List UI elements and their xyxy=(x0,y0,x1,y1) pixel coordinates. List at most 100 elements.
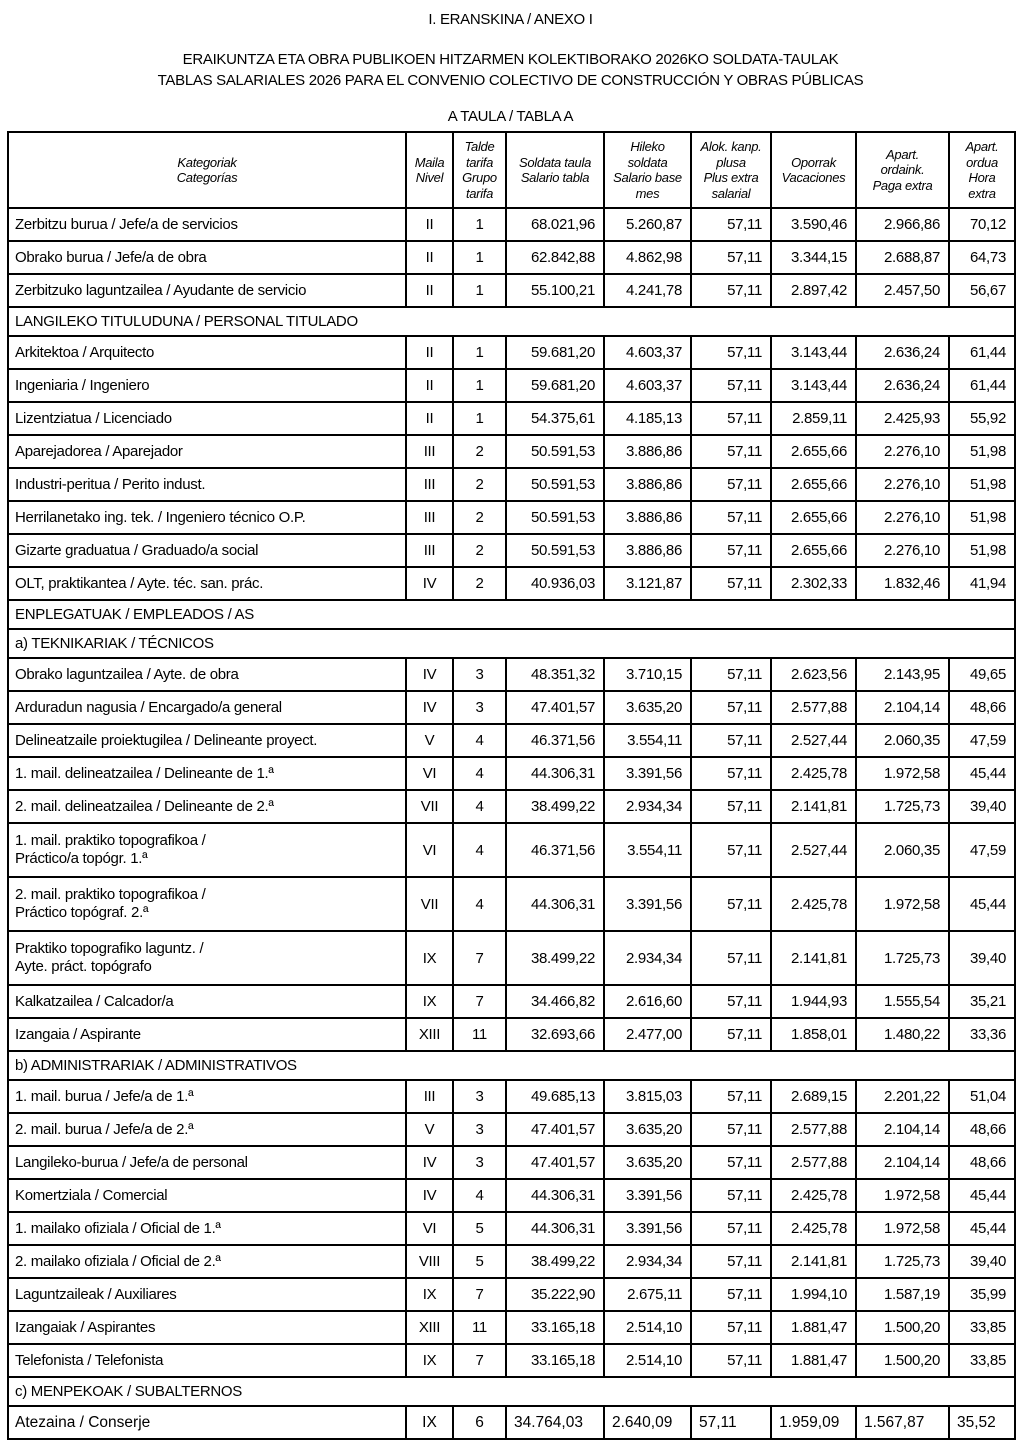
table-caption: A TAULA / TABLA A xyxy=(447,108,574,125)
cell-apart-ordua: 39,40 xyxy=(948,1244,1016,1279)
data-row: Arkitektoa / Arquitecto II 1 59.681,20 4.603… xyxy=(7,335,1016,370)
cell-talde-tarifa: 7 xyxy=(452,930,507,986)
cell-hileko-soldata: 4.603,37 xyxy=(603,335,692,370)
cell-apart-ordaink: 1.500,20 xyxy=(855,1310,950,1345)
cell-hileko-soldata: 3.554,11 xyxy=(603,822,692,878)
cell-soldata-taula: 50.591,53 xyxy=(505,434,605,469)
cell-maila: III xyxy=(405,500,454,535)
cell-apart-ordua: 48,66 xyxy=(948,1112,1016,1147)
cell-soldata-taula: 40.936,03 xyxy=(505,566,605,601)
cell-apart-ordaink: 1.972,58 xyxy=(855,1178,950,1213)
cell-soldata-taula: 33.165,18 xyxy=(505,1310,605,1345)
header-cell-apart-ordua: Apart. ordua Hora extra xyxy=(948,131,1016,209)
cell-oporrak: 1.959,09 xyxy=(770,1405,857,1440)
cell-alok-kanp-plusa: 57,11 xyxy=(690,401,772,436)
cell-soldata-taula: 49.685,13 xyxy=(505,1079,605,1114)
cell-oporrak: 2.425,78 xyxy=(770,756,857,791)
cell-hileko-soldata: 3.121,87 xyxy=(603,566,692,601)
cell-maila: IV xyxy=(405,657,454,692)
cell-alok-kanp-plusa: 57,11 xyxy=(690,566,772,601)
cell-oporrak: 2.897,42 xyxy=(770,273,857,308)
data-row: Izangaiak / Aspirantes XIII 11 33.165,18 2.5… xyxy=(7,1310,1016,1345)
cell-apart-ordua: 45,44 xyxy=(948,1178,1016,1213)
data-row: 1. mail. burua / Jefe/a de 1.ª III 3 49.685… xyxy=(7,1079,1016,1114)
cell-soldata-taula: 48.351,32 xyxy=(505,657,605,692)
cell-talde-tarifa: 1 xyxy=(452,401,507,436)
cell-maila: VII xyxy=(405,876,454,932)
cell-apart-ordaink: 1.587,19 xyxy=(855,1277,950,1312)
header-row: Kategoriak Categorías Maila Nivel Talde ta… xyxy=(7,131,1016,209)
category-cell: 2. mail. delineatzailea / Delineante de … xyxy=(7,789,407,824)
cell-maila: VI xyxy=(405,756,454,791)
cell-maila: IV xyxy=(405,690,454,725)
cell-oporrak: 2.655,66 xyxy=(770,500,857,535)
cell-hileko-soldata: 2.477,00 xyxy=(603,1017,692,1052)
cell-hileko-soldata: 5.260,87 xyxy=(603,207,692,242)
category-cell: Obrako burua / Jefe/a de obra xyxy=(7,240,407,275)
cell-soldata-taula: 59.681,20 xyxy=(505,335,605,370)
cell-maila: II xyxy=(405,335,454,370)
data-row: Kalkatzailea / Calcador/a IX 7 34.466,82 2.6… xyxy=(7,984,1016,1019)
cell-talde-tarifa: 11 xyxy=(452,1017,507,1052)
cell-alok-kanp-plusa: 57,11 xyxy=(690,657,772,692)
cell-maila: IX xyxy=(405,984,454,1019)
cell-hileko-soldata: 3.815,03 xyxy=(603,1079,692,1114)
cell-soldata-taula: 55.100,21 xyxy=(505,273,605,308)
cell-apart-ordua: 41,94 xyxy=(948,566,1016,601)
cell-oporrak: 2.623,56 xyxy=(770,657,857,692)
category-cell: Arkitektoa / Arquitecto xyxy=(7,335,407,370)
cell-apart-ordua: 33,36 xyxy=(948,1017,1016,1052)
category-cell: 1. mail. delineatzailea / Delineante de … xyxy=(7,756,407,791)
section-label: a) TEKNIKARIAK / TÉCNICOS xyxy=(7,628,1016,659)
cell-soldata-taula: 47.401,57 xyxy=(505,690,605,725)
cell-alok-kanp-plusa: 57,11 xyxy=(690,434,772,469)
cell-soldata-taula: 38.499,22 xyxy=(505,930,605,986)
cell-maila: IX xyxy=(405,1343,454,1378)
cell-alok-kanp-plusa: 57,11 xyxy=(690,1277,772,1312)
cell-alok-kanp-plusa: 57,11 xyxy=(690,240,772,275)
cell-apart-ordaink: 2.143,95 xyxy=(855,657,950,692)
data-row: Ingeniaria / Ingeniero II 1 59.681,20 4.603,… xyxy=(7,368,1016,403)
cell-apart-ordaink: 1.725,73 xyxy=(855,1244,950,1279)
cell-alok-kanp-plusa: 57,11 xyxy=(690,273,772,308)
salary-table-body: Zerbitzu burua / Jefe/a de servicios II 1 6… xyxy=(7,207,1016,1440)
cell-maila: III xyxy=(405,434,454,469)
cell-oporrak: 2.141,81 xyxy=(770,930,857,986)
cell-talde-tarifa: 1 xyxy=(452,368,507,403)
cell-maila: VIII xyxy=(405,1244,454,1279)
category-cell: 2. mail. praktiko topografikoa / Práctic… xyxy=(7,876,407,932)
cell-alok-kanp-plusa: 57,11 xyxy=(690,1079,772,1114)
page-title: I. ERANSKINA / ANEXO I xyxy=(428,11,593,28)
cell-oporrak: 1.881,47 xyxy=(770,1343,857,1378)
cell-hileko-soldata: 3.554,11 xyxy=(603,723,692,758)
header-cell-kategoriak: Kategoriak Categorías xyxy=(7,131,407,209)
cell-soldata-taula: 59.681,20 xyxy=(505,368,605,403)
cell-apart-ordaink: 1.555,54 xyxy=(855,984,950,1019)
cell-hileko-soldata: 3.886,86 xyxy=(603,434,692,469)
cell-apart-ordua: 48,66 xyxy=(948,1145,1016,1180)
cell-talde-tarifa: 2 xyxy=(452,566,507,601)
category-cell: 2. mailako ofiziala / Oficial de 2.ª xyxy=(7,1244,407,1279)
cell-soldata-taula: 44.306,31 xyxy=(505,1211,605,1246)
cell-soldata-taula: 32.693,66 xyxy=(505,1017,605,1052)
cell-oporrak: 2.859,11 xyxy=(770,401,857,436)
cell-alok-kanp-plusa: 57,11 xyxy=(690,467,772,502)
cell-apart-ordaink: 1.972,58 xyxy=(855,1211,950,1246)
cell-talde-tarifa: 3 xyxy=(452,1112,507,1147)
category-cell: Industri-peritua / Perito indust. xyxy=(7,467,407,502)
section-label: LANGILEKO TITULUDUNA / PERSONAL TITULADO xyxy=(7,306,1016,337)
cell-apart-ordaink: 1.972,58 xyxy=(855,756,950,791)
data-row: 1. mail. praktiko topografikoa / Práctic… xyxy=(7,822,1016,878)
category-cell: Komertziala / Comercial xyxy=(7,1178,407,1213)
category-cell: Obrako laguntzailea / Ayte. de obra xyxy=(7,657,407,692)
category-cell: Izangaiak / Aspirantes xyxy=(7,1310,407,1345)
cell-apart-ordua: 45,44 xyxy=(948,876,1016,932)
cell-apart-ordua: 39,40 xyxy=(948,930,1016,986)
cell-hileko-soldata: 3.886,86 xyxy=(603,500,692,535)
subtitle-line-basque: ERAIKUNTZA ETA OBRA PUBLIKOEN HITZARMEN … xyxy=(182,51,839,68)
cell-apart-ordua: 56,67 xyxy=(948,273,1016,308)
cell-apart-ordaink: 2.060,35 xyxy=(855,723,950,758)
data-row: Delineatzaile proiektugilea / Delineante… xyxy=(7,723,1016,758)
cell-apart-ordaink: 1.500,20 xyxy=(855,1343,950,1378)
cell-maila: III xyxy=(405,1079,454,1114)
